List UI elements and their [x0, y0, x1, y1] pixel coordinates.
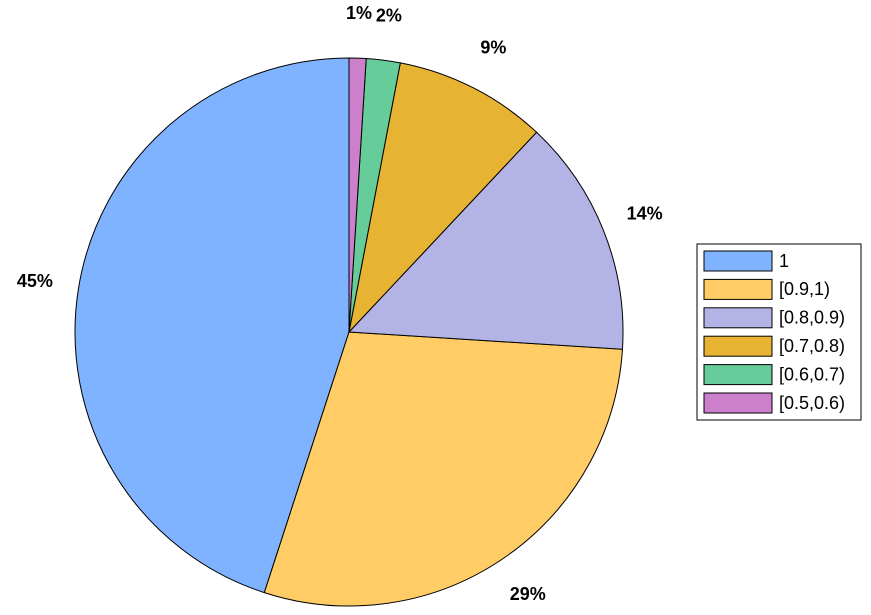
legend-label: [0.8,0.9)	[779, 308, 845, 328]
legend-label: [0.7,0.8)	[779, 336, 845, 356]
legend-swatch	[703, 307, 773, 329]
legend-label: [0.9,1)	[779, 279, 830, 299]
legend-swatch	[703, 364, 773, 386]
value-label: 2%	[376, 5, 402, 25]
legend-swatch	[703, 335, 773, 357]
legend-box	[696, 243, 862, 421]
legend-label: [0.5,0.6)	[779, 393, 845, 413]
pie-slice	[74, 57, 350, 594]
value-label: 1%	[346, 3, 372, 23]
pie-slice	[348, 62, 538, 334]
legend-label: [0.6,0.7)	[779, 364, 845, 384]
legend-label: 1	[779, 251, 789, 271]
legend-swatch	[703, 392, 773, 414]
legend-swatch	[703, 278, 773, 300]
value-label: 9%	[480, 37, 506, 57]
value-label: 29%	[510, 584, 546, 604]
legend-swatch	[703, 250, 773, 272]
value-label: 45%	[17, 271, 53, 291]
pie-slice	[347, 131, 624, 350]
value-label: 14%	[627, 204, 663, 224]
pie-slice	[263, 331, 623, 607]
pie-slice	[348, 57, 367, 333]
